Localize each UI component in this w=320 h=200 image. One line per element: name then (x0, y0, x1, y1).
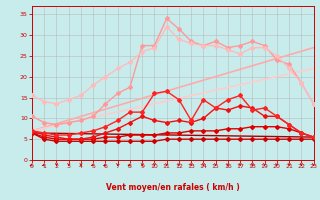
X-axis label: Vent moyen/en rafales ( km/h ): Vent moyen/en rafales ( km/h ) (106, 183, 240, 192)
